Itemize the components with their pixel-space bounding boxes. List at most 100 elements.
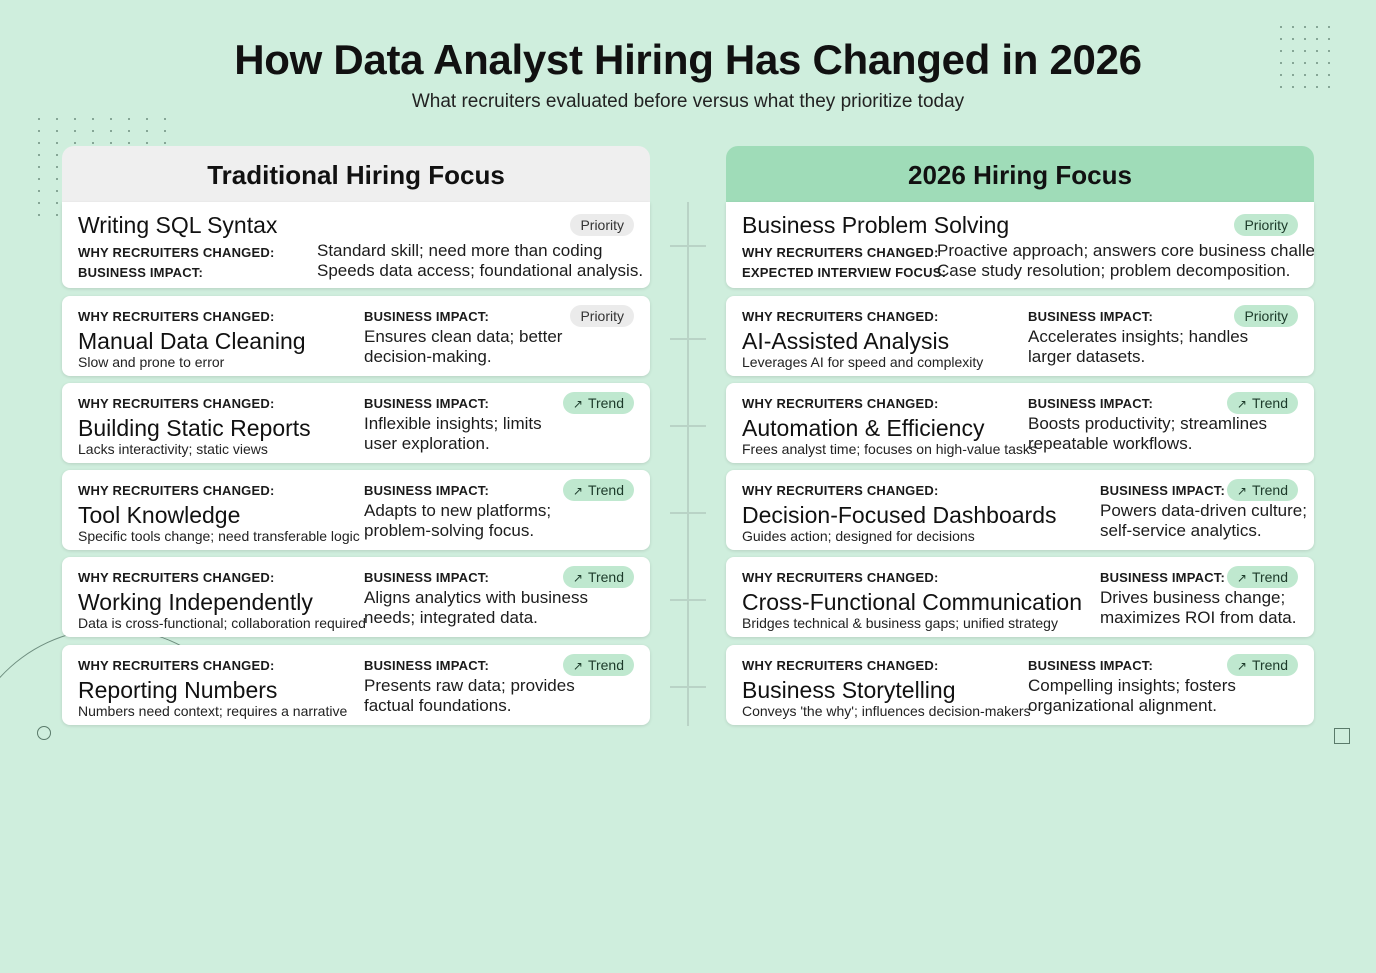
impact-text: Aligns analytics with business (364, 588, 588, 607)
divider-tick (670, 512, 706, 514)
priority-badge: Priority (1234, 214, 1298, 236)
trend-badge: ↗ Trend (562, 566, 634, 588)
card-title: Business Storytelling (742, 677, 956, 703)
impact-text: self-service analytics. (1100, 521, 1262, 540)
card-title: Cross-Functional Communication (742, 589, 1083, 615)
impact-text: Powers data-driven culture; (1100, 501, 1307, 520)
why-label: WHY RECRUITERS CHANGED: (742, 396, 939, 411)
2026-column-header: 2026 Hiring Focus (726, 146, 1314, 206)
badge-label: Trend (587, 569, 624, 585)
decorative-dot-grid (1280, 26, 1330, 88)
card-title: Building Static Reports (78, 415, 311, 441)
left-card: ↗ Trend WHY RECRUITERS CHANGED: Working Ind… (62, 557, 650, 637)
card-title: Tool Knowledge (78, 502, 241, 528)
card-title: Automation & Efficiency (742, 415, 985, 441)
trend-up-icon: ↗ (572, 571, 583, 585)
card-title: Business Problem Solving (742, 212, 1010, 238)
why-label: WHY RECRUITERS CHANGED: (742, 309, 939, 324)
card-title: Decision-Focused Dashboards (742, 502, 1057, 528)
impact-text: Adapts to new platforms; (364, 501, 552, 520)
why-label: WHY RECRUITERS CHANGED: (742, 570, 939, 585)
impact-text: factual foundations. (364, 696, 512, 715)
page-subtitle: What recruiters evaluated before versus … (411, 91, 965, 112)
impact-label: BUSINESS IMPACT: (364, 396, 490, 411)
row-value: Case study resolution; problem decomposi… (937, 261, 1291, 280)
priority-badge: Priority (1234, 305, 1298, 327)
impact-text: decision-making. (364, 347, 492, 366)
impact-text: maximizes ROI from data. (1100, 608, 1297, 627)
impact-text: Ensures clean data; better (364, 327, 563, 346)
trend-up-icon: ↗ (572, 484, 583, 498)
row-label: WHY RECRUITERS CHANGED: (742, 245, 939, 260)
right-card: Priority Business Problem Solving WHY RECR… (726, 202, 1314, 288)
divider-tick (670, 338, 706, 340)
trend-up-icon: ↗ (1236, 571, 1247, 585)
impact-label: BUSINESS IMPACT: (364, 570, 490, 585)
trend-up-icon: ↗ (1236, 397, 1247, 411)
priority-badge: Priority (570, 214, 634, 236)
row-value: Standard skill; need more than coding (317, 241, 603, 260)
card-subtext: Specific tools change; need transferable… (78, 528, 360, 544)
divider-tick (670, 599, 706, 601)
why-label: WHY RECRUITERS CHANGED: (78, 483, 275, 498)
impact-label: BUSINESS IMPACT: (364, 309, 490, 324)
divider-tick (670, 245, 706, 247)
badge-label: Trend (1251, 482, 1288, 498)
trend-up-icon: ↗ (1236, 659, 1247, 673)
traditional-column-header: Traditional Hiring Focus (62, 146, 650, 206)
left-card: ↗ Trend WHY RECRUITERS CHANGED: Reporting N… (62, 645, 650, 725)
right-card: Priority WHY RECRUITERS CHANGED: AI-Assist… (726, 296, 1314, 376)
impact-label: BUSINESS IMPACT: (1028, 309, 1154, 324)
impact-text: problem-solving focus. (364, 521, 535, 540)
why-label: WHY RECRUITERS CHANGED: (78, 396, 275, 411)
trend-badge: ↗ Trend (562, 654, 634, 676)
trend-up-icon: ↗ (1236, 484, 1247, 498)
card-title: Working Independently (78, 589, 313, 615)
impact-label: BUSINESS IMPACT: (364, 658, 490, 673)
trend-badge: ↗ Trend (1226, 392, 1298, 414)
impact-text: user exploration. (364, 434, 490, 453)
decorative-circle (37, 726, 51, 740)
card-title: Reporting Numbers (78, 677, 278, 703)
impact-text: Presents raw data; provides (364, 676, 575, 695)
impact-text: repeatable workflows. (1028, 434, 1193, 453)
trend-badge: ↗ Trend (562, 479, 634, 501)
right-card: ↗ Trend WHY RECRUITERS CHANGED: Cross-Funct… (726, 557, 1314, 637)
trend-badge: ↗ Trend (1226, 479, 1298, 501)
why-label: WHY RECRUITERS CHANGED: (78, 570, 275, 585)
card-subtext: Frees analyst time; focuses on high-valu… (742, 441, 1037, 457)
impact-label: BUSINESS IMPACT: (1028, 658, 1154, 673)
badge-label: Priority (580, 217, 624, 233)
badge-label: Trend (587, 395, 624, 411)
impact-text: larger datasets. (1028, 347, 1146, 366)
left-card: ↗ Trend WHY RECRUITERS CHANGED: Tool Knowle… (62, 470, 650, 550)
right-card: ↗ Trend WHY RECRUITERS CHANGED: Decision-Fo… (726, 470, 1314, 550)
badge-label: Priority (1244, 308, 1288, 324)
trend-badge: ↗ Trend (562, 392, 634, 414)
right-card: ↗ Trend WHY RECRUITERS CHANGED: Automation … (726, 383, 1314, 463)
center-divider (687, 202, 689, 726)
trend-badge: ↗ Trend (1226, 654, 1298, 676)
impact-label: BUSINESS IMPACT: (1100, 483, 1226, 498)
card-title: Writing SQL Syntax (78, 212, 278, 238)
card-subtext: Slow and prone to error (78, 354, 225, 370)
why-label: WHY RECRUITERS CHANGED: (742, 483, 939, 498)
why-label: WHY RECRUITERS CHANGED: (78, 309, 275, 324)
divider-tick (670, 425, 706, 427)
card-subtext: Numbers need context; requires a narrati… (78, 703, 348, 719)
left-card: ↗ Trend WHY RECRUITERS CHANGED: Building St… (62, 383, 650, 463)
impact-label: BUSINESS IMPACT: (364, 483, 490, 498)
trend-up-icon: ↗ (572, 397, 583, 411)
impact-label: BUSINESS IMPACT: (1028, 396, 1154, 411)
trend-badge: ↗ Trend (1226, 566, 1298, 588)
impact-label: BUSINESS IMPACT: (1100, 570, 1226, 585)
impact-text: Inflexible insights; limits (364, 414, 542, 433)
card-subtext: Data is cross-functional; collaboration … (78, 615, 366, 631)
right-card: ↗ Trend WHY RECRUITERS CHANGED: Business St… (726, 645, 1314, 725)
card-title: AI-Assisted Analysis (742, 328, 950, 354)
badge-label: Trend (587, 657, 624, 673)
left-card: Priority WHY RECRUITERS CHANGED: Manual Da… (62, 296, 650, 376)
impact-text: Boosts productivity; streamlines (1028, 414, 1268, 433)
row-value: Proactive approach; answers core busines… (937, 241, 1314, 260)
card-subtext: Guides action; designed for decisions (742, 528, 975, 544)
